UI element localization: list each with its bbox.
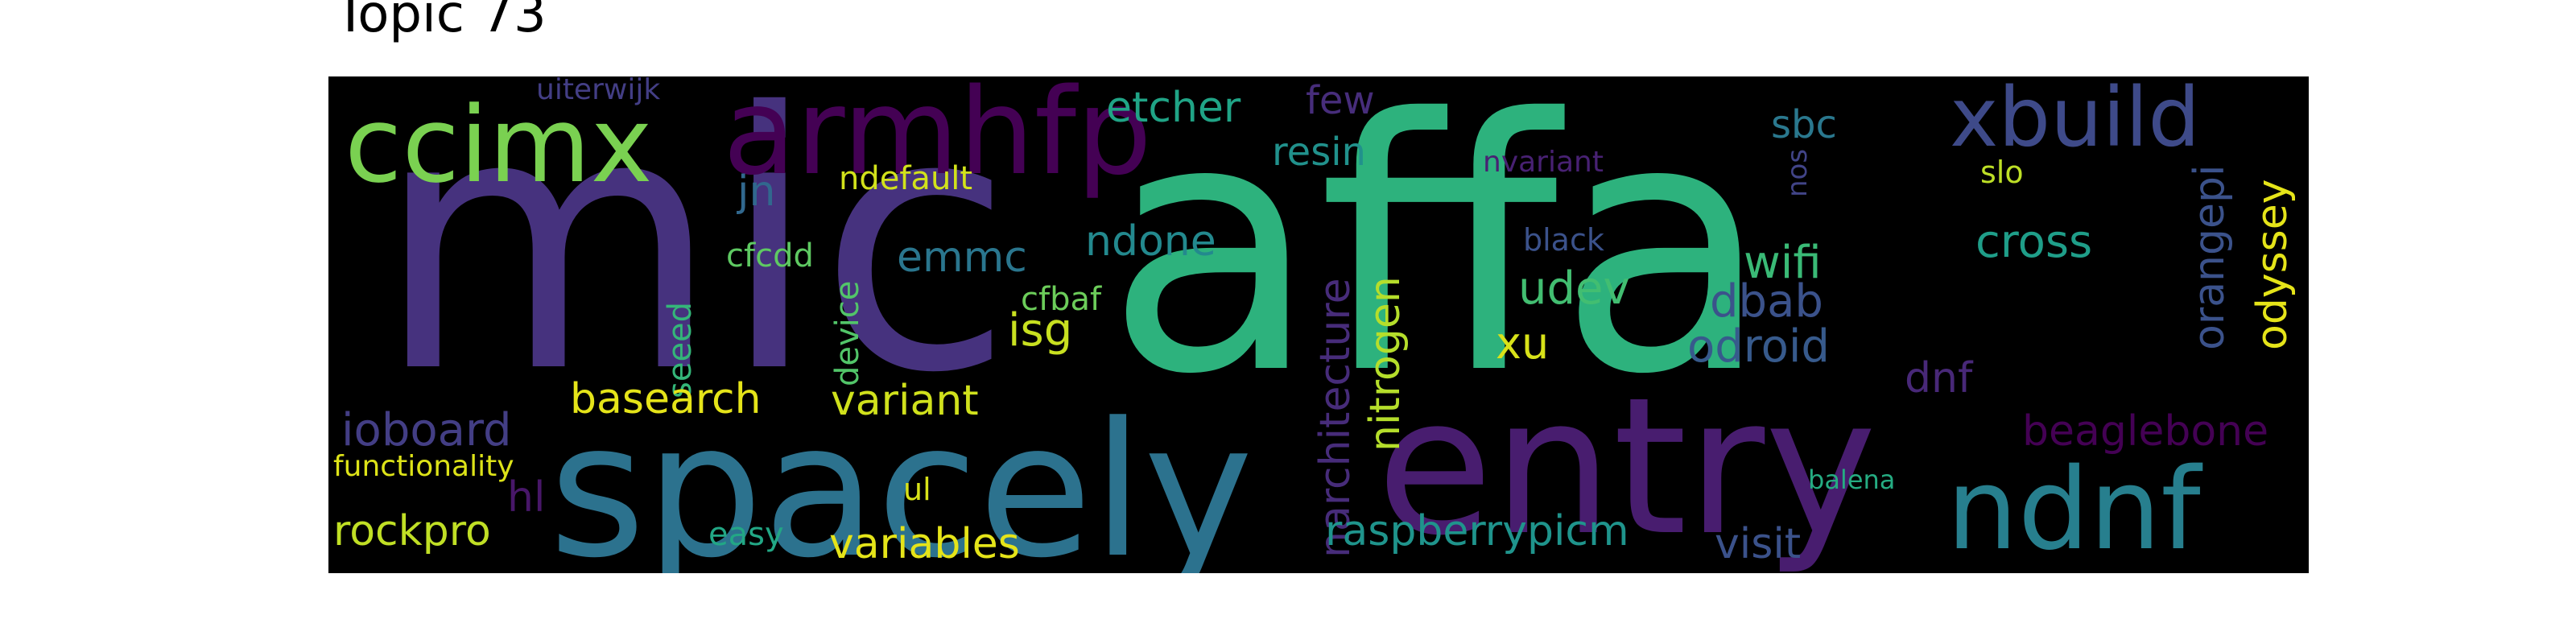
word-nos: nos bbox=[1781, 149, 1814, 197]
word-cfbaf: cfbaf bbox=[1021, 281, 1102, 318]
word-variables: variables bbox=[829, 520, 1020, 568]
word-basearch: basearch bbox=[570, 375, 762, 423]
word-device: device bbox=[829, 281, 866, 386]
word-ndnf: ndnf bbox=[1946, 444, 2202, 573]
word-black: black bbox=[1523, 222, 1604, 258]
word-variant: variant bbox=[831, 377, 979, 425]
word-dnf: dnf bbox=[1905, 354, 1974, 402]
word-cfcdd: cfcdd bbox=[726, 237, 814, 275]
word-ccimx: ccimx bbox=[345, 84, 653, 206]
word-visit: visit bbox=[1715, 520, 1801, 568]
word-seeed: seeed bbox=[662, 302, 699, 398]
word-balena: balena bbox=[1808, 464, 1895, 495]
word-sbc: sbc bbox=[1771, 102, 1837, 147]
word-wifi: wifi bbox=[1744, 237, 1822, 289]
word-armhfp: armhfp bbox=[723, 76, 1152, 201]
word-spacely: spacely bbox=[549, 384, 1253, 573]
word-isg: isg bbox=[1008, 304, 1072, 357]
word-emmc: emmc bbox=[897, 233, 1027, 282]
word-easy: easy bbox=[708, 516, 784, 553]
word-cross: cross bbox=[1975, 216, 2092, 268]
word-hl: hl bbox=[507, 473, 545, 522]
word-cloud-canvas: mic affa spacely entry ccimx armhfp xbuild ndnf… bbox=[328, 76, 2309, 573]
word-etcher: etcher bbox=[1106, 84, 1241, 132]
word-nvariant: nvariant bbox=[1483, 146, 1604, 179]
word-resin: resin bbox=[1272, 130, 1366, 175]
word-dbab: dbab bbox=[1710, 275, 1823, 328]
word-odyssey: odyssey bbox=[2248, 179, 2297, 350]
word-odroid: odroid bbox=[1687, 320, 1830, 373]
word-affa: affa bbox=[1105, 76, 1771, 450]
word-orangepi: orangepi bbox=[2186, 165, 2234, 350]
word-functionality: functionality bbox=[333, 450, 514, 483]
word-xu: xu bbox=[1496, 318, 1549, 369]
word-slo: slo bbox=[1980, 155, 2024, 190]
word-uiterwijk: uiterwijk bbox=[536, 76, 660, 106]
word-ul: ul bbox=[903, 472, 931, 507]
word-mic: mic bbox=[375, 76, 1013, 450]
chart-title: Topic 73 bbox=[335, 0, 547, 44]
word-raspberrypicm: raspberrypicm bbox=[1325, 507, 1629, 555]
word-jn: jn bbox=[737, 167, 775, 216]
word-nitrogen: nitrogen bbox=[1361, 276, 1410, 452]
word-rockpro: rockpro bbox=[333, 507, 491, 555]
word-narchitecture: narchitecture bbox=[1311, 278, 1360, 558]
word-ndefault: ndefault bbox=[839, 160, 972, 197]
word-udev: udev bbox=[1518, 262, 1630, 315]
word-few: few bbox=[1306, 78, 1375, 123]
word-ioboard: ioboard bbox=[341, 404, 512, 456]
word-beaglebone: beaglebone bbox=[2022, 407, 2268, 456]
word-entry: entry bbox=[1377, 357, 1876, 573]
word-xbuild: xbuild bbox=[1950, 76, 2200, 166]
word-ndone: ndone bbox=[1085, 217, 1216, 266]
